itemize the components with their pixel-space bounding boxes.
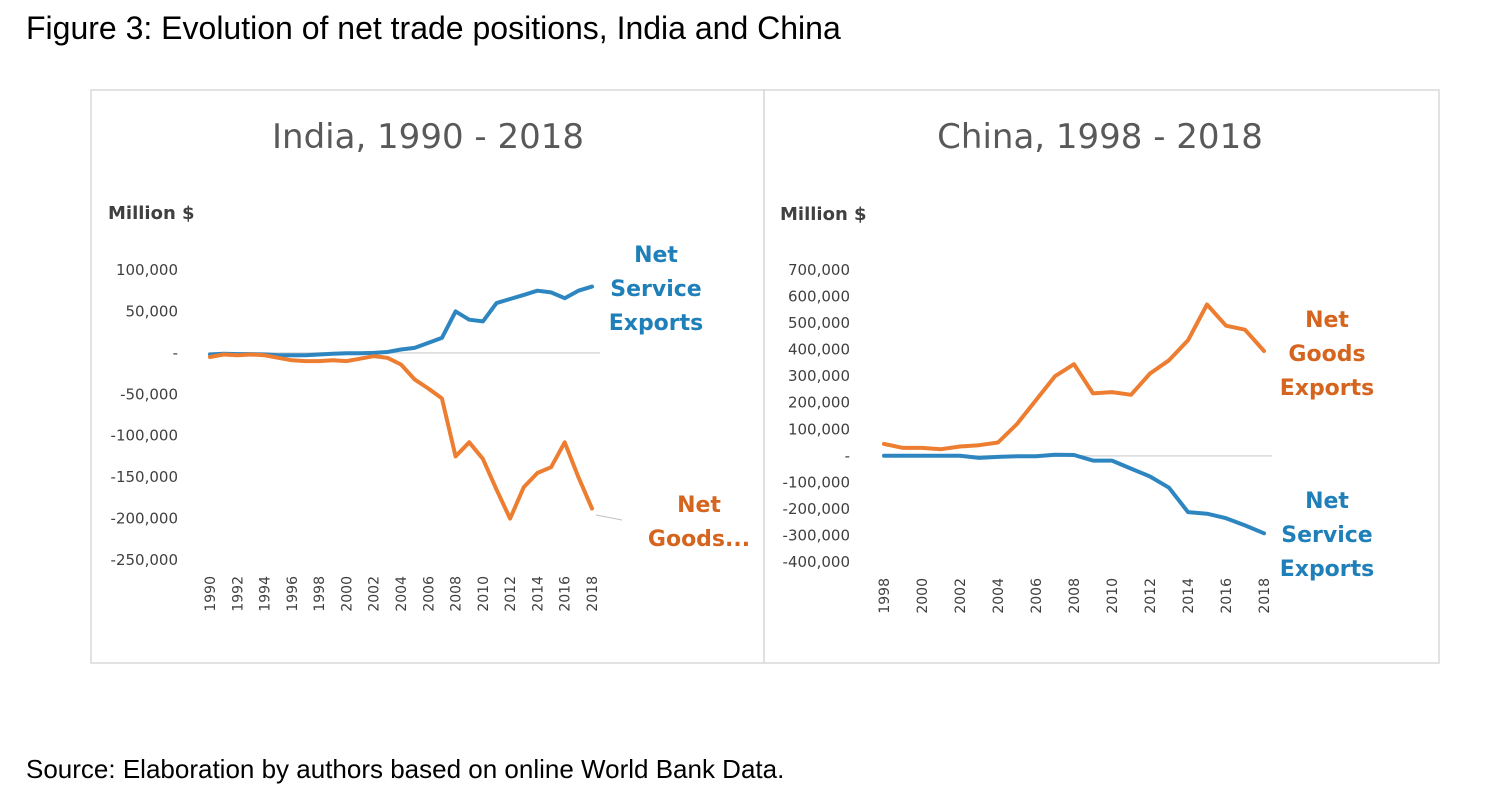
india-panel-border <box>90 89 765 664</box>
china-y-tick-label: 300,000 <box>788 367 850 385</box>
india-x-tick-label: 1990 <box>203 576 219 612</box>
china-y-axis-label: Million $ <box>780 204 867 225</box>
india-service-series-label: Net Service Exports <box>609 243 704 336</box>
india-goods-series-line <box>208 352 594 521</box>
china-y-tick-label: 600,000 <box>788 288 850 306</box>
china-x-tick-label: 1998 <box>877 578 893 614</box>
india-x-tick-label: 2004 <box>394 576 410 612</box>
china-goods-series-label-line: Exports <box>1280 376 1375 401</box>
china-service-series-label: Net Service Exports <box>1280 489 1375 582</box>
india-y-tick-label: 50,000 <box>126 302 179 320</box>
china-chart-title: China, 1998 - 2018 <box>937 117 1263 157</box>
india-x-tick-label: 2012 <box>503 576 519 612</box>
china-x-tick-label: 2008 <box>1067 578 1083 614</box>
india-y-tick-label: -250,000 <box>111 551 178 569</box>
china-goods-series-label-line: Net <box>1305 308 1349 333</box>
india-y-tick-label: -150,000 <box>111 468 178 486</box>
india-x-tick-label: 2006 <box>421 576 437 612</box>
figure-title: Figure 3: Evolution of net trade positio… <box>26 10 841 46</box>
india-x-tick-label: 2000 <box>339 576 355 612</box>
china-x-tick-label: 2012 <box>1143 578 1159 614</box>
india-x-tick-label: 2010 <box>476 576 492 612</box>
china-x-tick-label: 2002 <box>953 578 969 614</box>
source-note: Source: Elaboration by authors based on … <box>26 754 785 784</box>
china-service-series-label-line: Exports <box>1280 557 1375 582</box>
india-chart-title: India, 1990 - 2018 <box>272 117 584 157</box>
india-service-series-label-line: Exports <box>609 311 704 336</box>
india-y-axis-label: Million $ <box>108 203 195 224</box>
china-y-tick-label: -100,000 <box>783 473 850 491</box>
india-x-tick-label: 2018 <box>585 576 601 612</box>
india-x-tick-label: 2014 <box>530 576 546 612</box>
india-goods-series-label: Net Goods... <box>648 493 750 552</box>
china-service-series-label-line: Net <box>1305 489 1349 514</box>
china-x-tick-label: 2000 <box>915 578 931 614</box>
china-x-tick-label: 2006 <box>1029 578 1045 614</box>
india-x-tick-label: 2016 <box>558 576 574 612</box>
india-x-tick-label: 1998 <box>312 576 328 612</box>
china-x-tick-label: 2014 <box>1181 578 1197 614</box>
india-chart: India, 1990 - 2018 Million $ 100,000 50,000… <box>108 117 750 612</box>
india-service-series-label-line: Service <box>610 277 701 302</box>
china-y-tick-label: - <box>845 447 850 465</box>
china-service-series-line <box>882 452 1266 536</box>
china-y-tick-label: -200,000 <box>783 500 850 518</box>
china-x-tick-label: 2018 <box>1257 578 1273 614</box>
india-label-leader-line <box>595 514 623 521</box>
china-y-tick-label: 100,000 <box>788 420 850 438</box>
china-x-tick-label: 2010 <box>1105 578 1121 614</box>
india-y-tick-label: -100,000 <box>111 427 178 445</box>
india-x-tick-label: 1992 <box>230 576 246 612</box>
china-goods-series-label: Net Goods Exports <box>1280 308 1375 401</box>
china-goods-series-label-line: Goods <box>1288 342 1365 367</box>
china-y-tick-label: 500,000 <box>788 314 850 332</box>
china-y-tick-label: -300,000 <box>783 526 850 544</box>
china-y-tick-label: 700,000 <box>788 261 850 279</box>
china-y-tick-label: 200,000 <box>788 394 850 412</box>
china-x-tick-label: 2016 <box>1219 578 1235 614</box>
india-x-tick-label: 2008 <box>449 576 465 612</box>
china-service-series-label-line: Service <box>1281 523 1372 548</box>
india-x-tick-label: 1994 <box>258 576 274 612</box>
china-chart: China, 1998 - 2018 Million $ 700,000 600,00… <box>780 117 1374 614</box>
india-goods-series-label-line: Goods... <box>648 527 750 552</box>
india-y-tick-label: 100,000 <box>116 261 178 279</box>
china-x-tick-label: 2004 <box>991 578 1007 614</box>
china-y-tick-label: 400,000 <box>788 341 850 359</box>
india-y-tick-label: -200,000 <box>111 510 178 528</box>
china-goods-series-line <box>882 302 1266 452</box>
india-x-tick-label: 2002 <box>367 576 383 612</box>
india-goods-series-label-line: Net <box>677 493 721 518</box>
india-service-series-label-line: Net <box>634 243 678 268</box>
china-panel-border <box>763 89 1440 664</box>
india-y-tick-label: -50,000 <box>120 385 178 403</box>
china-y-tick-label: -400,000 <box>783 553 850 571</box>
india-x-tick-label: 1996 <box>285 576 301 612</box>
india-y-tick-label: - <box>173 344 178 362</box>
